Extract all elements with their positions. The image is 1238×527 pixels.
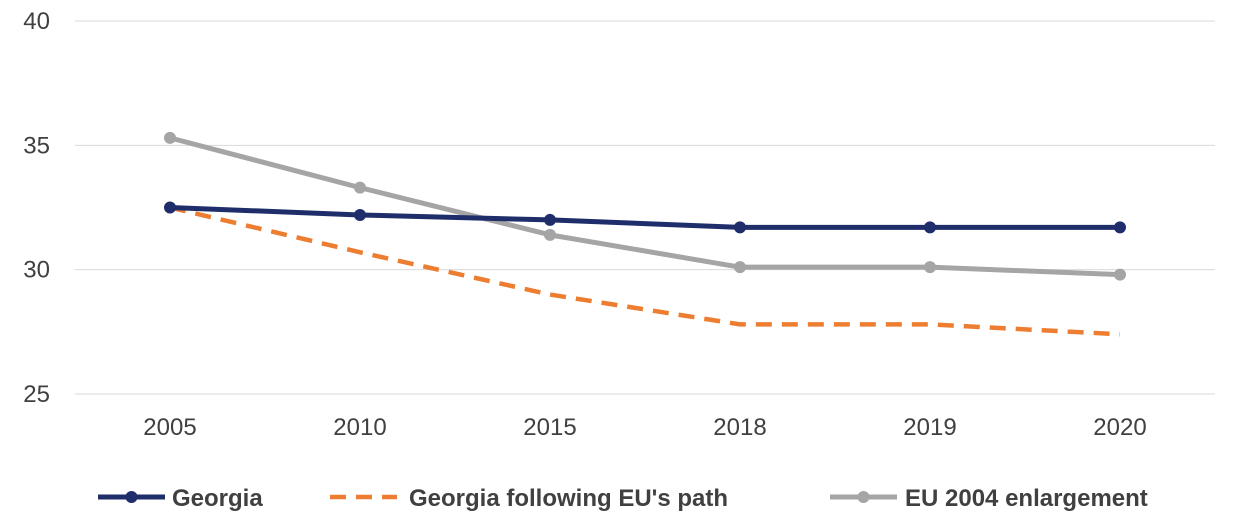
y-tick-label-40: 40 <box>23 8 50 35</box>
data-point-eu-2004-enlargement-2020 <box>1114 268 1126 281</box>
data-point-georgia-2005 <box>164 201 176 214</box>
gridlines <box>75 20 1215 395</box>
x-tick-label-2010: 2010 <box>333 414 386 441</box>
data-point-georgia-2019 <box>924 221 936 234</box>
data-point-eu-2004-enlargement-2015 <box>544 228 556 241</box>
x-tick-label-2020: 2020 <box>1093 414 1146 441</box>
data-point-eu-2004-enlargement-2005 <box>164 131 176 144</box>
y-axis-tick-labels: 25 30 35 40 <box>23 8 50 408</box>
series-line-eu-2004-enlargement <box>167 135 1123 278</box>
data-point-eu-2004-enlargement-2019 <box>924 261 936 274</box>
legend-label-georgia-following-eu-s-path: Georgia following EU's path <box>409 485 728 512</box>
series-georgia <box>164 201 1126 234</box>
data-point-eu-2004-enlargement-2010 <box>354 181 366 194</box>
legend-item-georgia-following-eu-s-path: Georgia following EU's path <box>330 485 728 512</box>
legend-label-georgia: Georgia <box>172 485 263 512</box>
x-tick-label-2018: 2018 <box>713 414 766 441</box>
y-tick-label-25: 25 <box>23 381 50 408</box>
series-lines <box>164 131 1126 337</box>
legend-item-eu-2004-enlargement: EU 2004 enlargement <box>830 485 1148 512</box>
y-tick-label-35: 35 <box>23 132 50 159</box>
series-eu-2004-enlargement <box>164 131 1126 281</box>
series-line-georgia <box>167 205 1123 230</box>
legend: Georgia Georgia following EU's path EU 200… <box>98 485 1148 512</box>
legend-marker-eu-2004-enlargement <box>857 491 870 503</box>
data-point-georgia-2018 <box>734 221 746 234</box>
x-tick-label-2005: 2005 <box>143 414 196 441</box>
data-point-georgia-2015 <box>544 213 556 226</box>
data-point-eu-2004-enlargement-2018 <box>734 261 746 274</box>
x-tick-label-2015: 2015 <box>523 414 576 441</box>
x-tick-label-2019: 2019 <box>903 414 956 441</box>
x-axis-tick-labels: 2005 2010 2015 2018 2019 2020 <box>143 414 1146 441</box>
series-line-georgia-following-eu-s-path <box>169 205 1121 337</box>
legend-label-eu-2004-enlargement: EU 2004 enlargement <box>905 485 1148 512</box>
y-tick-label-30: 30 <box>23 257 50 284</box>
legend-item-georgia: Georgia <box>98 485 263 512</box>
series-georgia-following-eu-s-path <box>169 205 1121 337</box>
data-point-georgia-2010 <box>354 208 366 221</box>
data-point-georgia-2020 <box>1114 221 1126 234</box>
legend-marker-georgia <box>125 491 138 503</box>
